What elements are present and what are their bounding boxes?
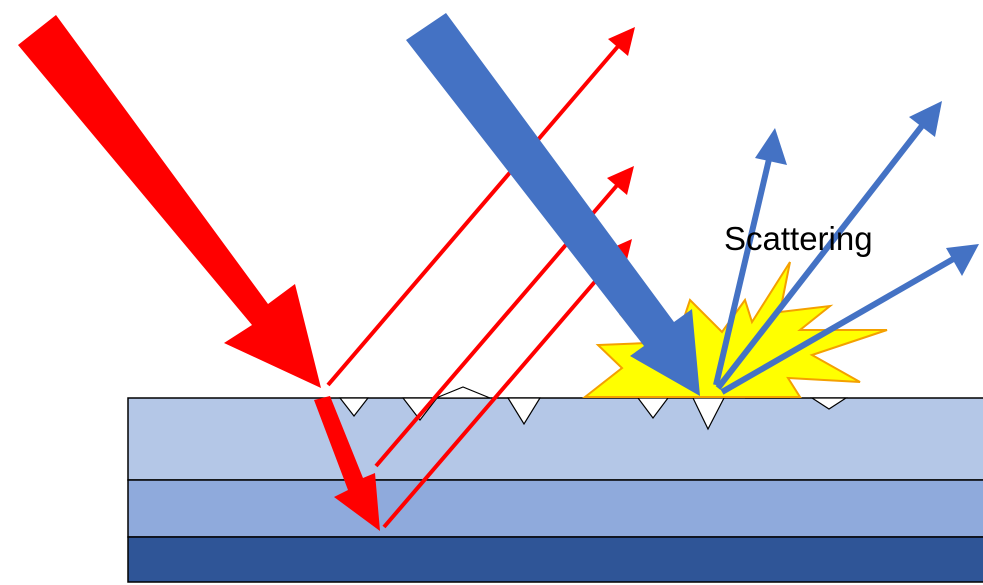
defect-bump — [435, 386, 491, 399]
film-stack — [127, 397, 983, 583]
scattered-blue-rays — [713, 101, 979, 395]
reflected-red-ray-1 — [326, 42, 622, 387]
reflected-red-ray-1-head — [608, 27, 635, 56]
layer-middle — [127, 479, 983, 538]
scattered-blue-ray-3-head — [946, 244, 979, 276]
scattering-label: Scattering — [724, 220, 873, 257]
scattered-blue-ray-3 — [720, 255, 957, 395]
layer-top — [127, 397, 983, 481]
transmitted-red-arrow — [314, 396, 380, 531]
defect-triangle — [338, 397, 370, 417]
scattered-blue-ray-2 — [715, 120, 928, 390]
incident-red-arrow — [18, 15, 321, 388]
defect-triangle — [809, 397, 849, 410]
incident-blue-arrow — [406, 13, 700, 396]
reflected-red-ray-2-head — [607, 166, 634, 195]
defect-triangle — [506, 397, 542, 426]
layer-bottom — [127, 536, 983, 583]
scattered-blue-ray-1 — [713, 154, 773, 386]
scattered-blue-ray-1-head — [755, 128, 787, 165]
reflected-red-ray-3 — [382, 254, 619, 529]
scattered-blue-ray-2-head — [909, 101, 942, 137]
